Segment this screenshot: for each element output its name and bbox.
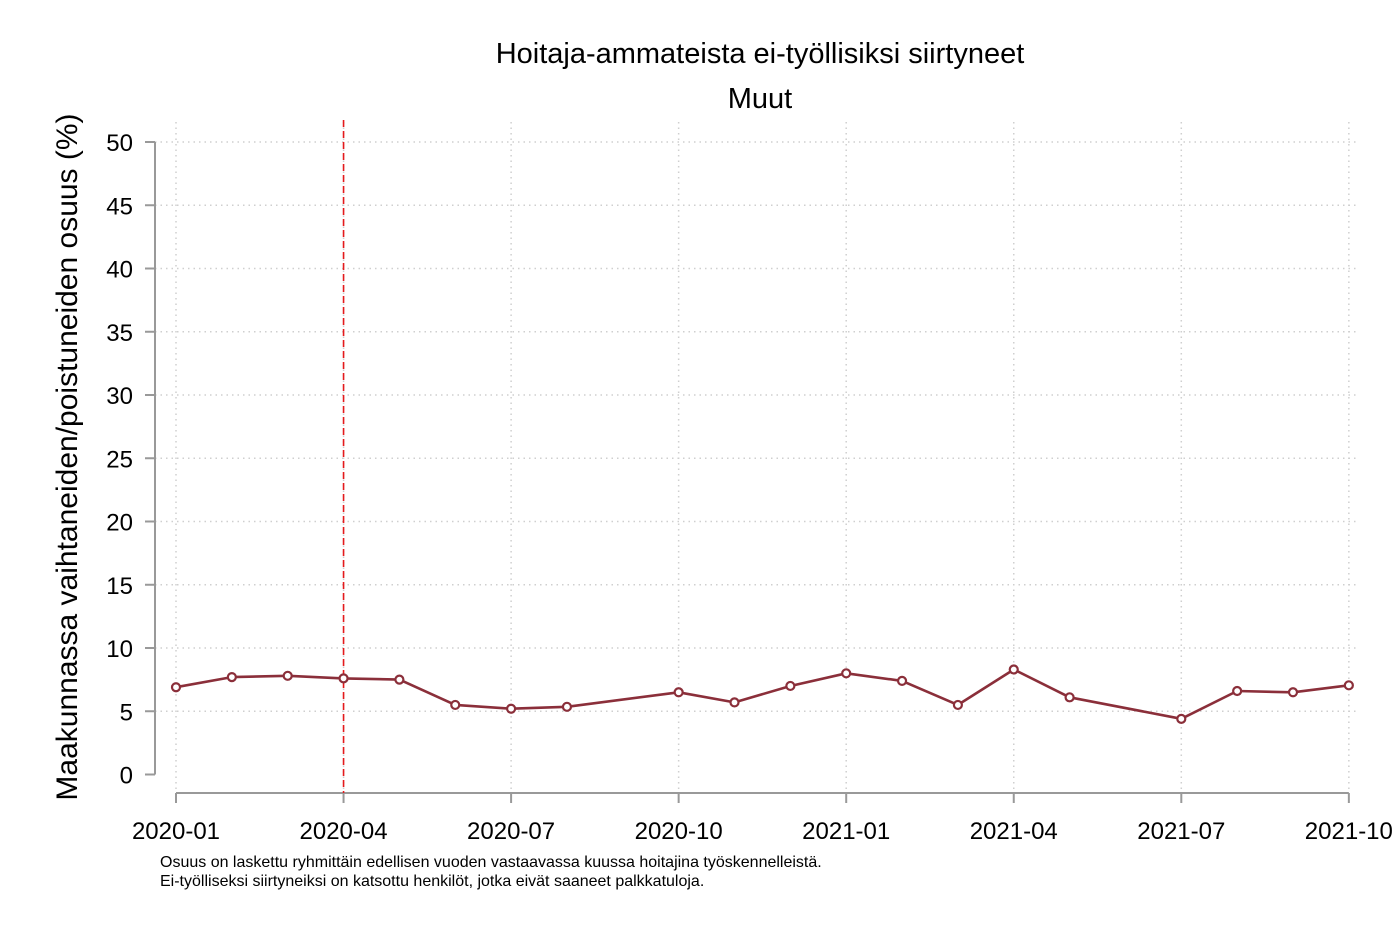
x-tick-label: 2020-10	[635, 818, 723, 845]
y-tick-label: 50	[106, 130, 133, 157]
data-point	[450, 699, 461, 711]
y-tick-label: 15	[106, 573, 133, 600]
data-point	[226, 671, 237, 683]
data-point	[1232, 685, 1243, 697]
x-tick-label: 2021-07	[1137, 818, 1225, 845]
y-axis-label: Maakunnassa vaihtaneiden/poistuneiden os…	[51, 113, 84, 800]
y-tick-label: 25	[106, 446, 133, 473]
x-tick-label: 2020-01	[132, 818, 220, 845]
x-tick-label: 2021-04	[970, 818, 1058, 845]
data-point	[1176, 713, 1187, 724]
data-point	[1343, 680, 1354, 691]
data-point	[338, 673, 349, 684]
data-point	[282, 670, 293, 681]
x-tick-label: 2020-04	[300, 818, 388, 845]
data-point	[394, 674, 405, 685]
data-point	[170, 682, 182, 693]
y-tick-label: 40	[106, 257, 133, 284]
axes	[145, 141, 1350, 803]
x-tick-label: 2020-07	[467, 818, 555, 845]
footnote-1: Osuus on laskettu ryhmittäin edellisen v…	[160, 854, 822, 871]
data-point	[1008, 664, 1019, 675]
y-tick-label: 20	[106, 510, 133, 537]
y-tick-label: 30	[106, 383, 133, 410]
y-tick-label: 35	[106, 320, 133, 347]
y-tick-label: 0	[120, 763, 133, 790]
chart-title: Hoitaja-ammateista ei-työllisiksi siirty…	[496, 38, 1025, 70]
gridlines	[155, 122, 1358, 793]
data-point	[841, 668, 852, 679]
data-point	[729, 697, 740, 708]
footnote-2: Ei-työlliseksi siirtyneiksi on katsottu …	[160, 873, 705, 890]
y-tick-label: 45	[106, 193, 133, 220]
series	[170, 664, 1354, 724]
data-point	[896, 675, 908, 686]
data-point	[506, 703, 517, 714]
data-point	[1064, 692, 1075, 703]
chart-subtitle: Muut	[728, 83, 792, 115]
data-point	[673, 687, 684, 698]
data-point	[1287, 687, 1299, 698]
tick-labels: 0 5 10 15 20 25 30 35 40 45 50 2020-01 2020-04 2020-0…	[106, 130, 1393, 845]
data-point	[785, 680, 796, 692]
series-line	[175, 668, 1350, 721]
x-tick-label: 2021-10	[1305, 818, 1393, 845]
y-tick-label: 10	[106, 636, 133, 663]
y-tick-label: 5	[120, 699, 133, 726]
data-point	[952, 699, 964, 711]
data-point	[561, 701, 573, 712]
x-tick-label: 2021-01	[802, 818, 890, 845]
